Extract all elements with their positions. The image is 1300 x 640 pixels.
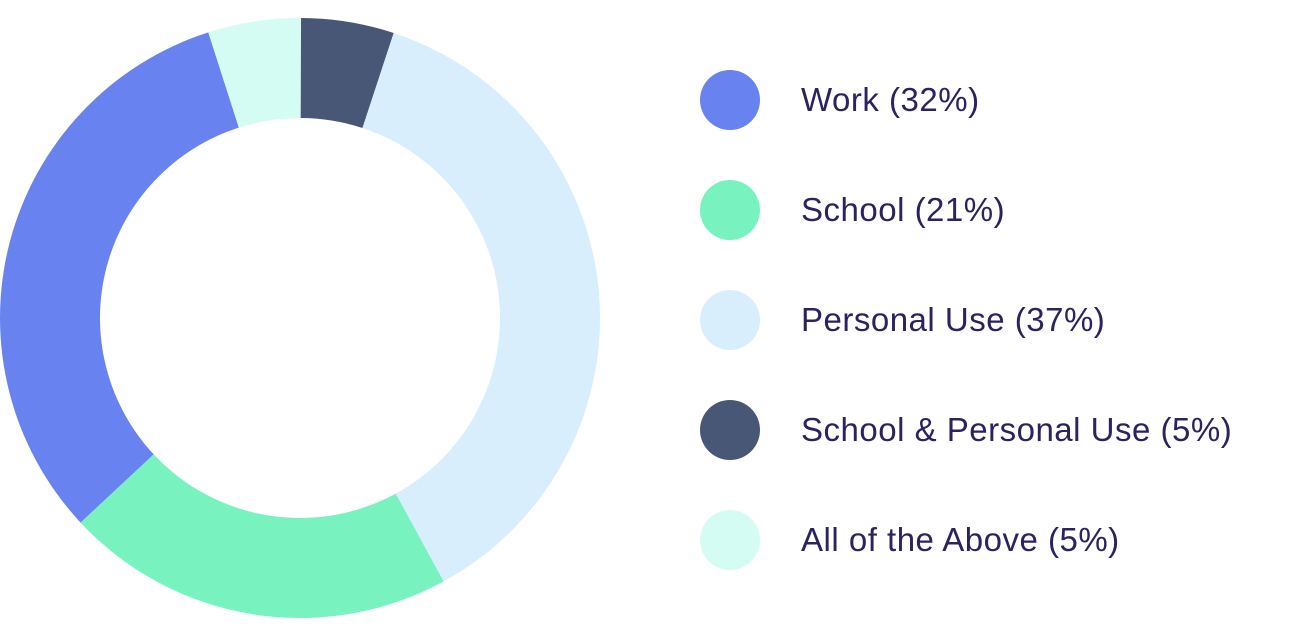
legend-swatch-all-of-the-above (700, 510, 760, 570)
donut-slice-all-of-the-above (208, 18, 302, 128)
legend-item-all-of-the-above: All of the Above (5%) (700, 510, 1300, 570)
legend-label-all-of-the-above: All of the Above (5%) (801, 521, 1120, 558)
legend: Work (32%) School (21%) Personal Use (37… (700, 70, 1300, 570)
legend-swatch-personal-use (700, 290, 760, 350)
donut-chart (0, 18, 600, 618)
legend-label-school-and-personal-use: School & Personal Use (5%) (801, 411, 1233, 448)
legend-label-work: Work (32%) (801, 81, 980, 118)
donut-slice-work (0, 32, 239, 523)
legend-label-personal-use: Personal Use (37%) (801, 301, 1106, 338)
legend-label-school: School (21%) (801, 191, 1006, 228)
legend-swatch-school (700, 180, 760, 240)
donut-slice-school-and-personal-use (300, 18, 394, 129)
legend-item-school: School (21%) (700, 180, 1300, 240)
legend-swatch-work (700, 70, 760, 130)
legend-swatch-school-and-personal-use (700, 400, 760, 460)
donut-slice-school (80, 454, 444, 618)
legend-item-school-and-personal-use: School & Personal Use (5%) (700, 400, 1300, 460)
legend-item-personal-use: Personal Use (37%) (700, 290, 1300, 350)
donut-slice-personal-use (362, 33, 600, 582)
legend-item-work: Work (32%) (700, 70, 1300, 130)
